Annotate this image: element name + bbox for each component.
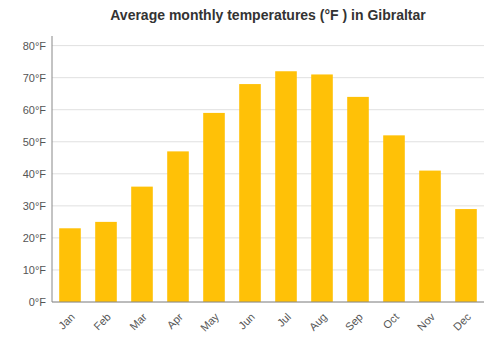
y-tick-label: 0°F	[29, 296, 47, 308]
y-axis-line	[52, 36, 53, 302]
chart-container: Average monthly temperatures (°F ) in Gi…	[0, 0, 500, 350]
grid-line	[52, 302, 484, 303]
bar	[59, 228, 81, 302]
x-tick-label: Oct	[380, 311, 401, 332]
x-tick-label: Dec	[451, 310, 474, 333]
bar	[383, 135, 405, 302]
x-tick-label: Jan	[56, 311, 77, 332]
bar	[275, 71, 297, 302]
bar	[419, 171, 441, 302]
y-tick-label: 30°F	[23, 200, 47, 212]
grid-line	[52, 141, 484, 142]
grid-line	[52, 45, 484, 46]
bar	[167, 151, 189, 302]
x-axis-line	[52, 302, 484, 303]
bar	[311, 74, 333, 302]
x-tick-label: Mar	[127, 310, 149, 332]
x-tick-label: Jun	[236, 311, 257, 332]
y-tick-label: 70°F	[23, 72, 47, 84]
y-tick-label: 10°F	[23, 264, 47, 276]
x-tick-label: Jul	[275, 311, 293, 329]
y-tick-label: 80°F	[23, 40, 47, 52]
bar	[131, 187, 153, 302]
grid-line	[52, 109, 484, 110]
bars	[59, 71, 477, 302]
y-tick-label: 20°F	[23, 232, 47, 244]
x-tick-label: Feb	[91, 311, 113, 333]
x-tick-label: May	[198, 310, 222, 334]
y-tick-label: 60°F	[23, 104, 47, 116]
y-tick-label: 50°F	[23, 136, 47, 148]
grid	[52, 46, 484, 302]
bar	[203, 113, 225, 302]
bar	[239, 84, 261, 302]
x-tick-label: Aug	[307, 311, 329, 333]
x-tick-label: Sep	[343, 311, 365, 333]
x-tick-label: Apr	[164, 310, 185, 331]
chart-svg: Average monthly temperatures (°F ) in Gi…	[0, 0, 500, 350]
x-tick-label: Nov	[415, 310, 438, 333]
bar	[455, 209, 477, 302]
bar	[95, 222, 117, 302]
title: Average monthly temperatures (°F ) in Gi…	[110, 7, 426, 23]
grid-line	[52, 77, 484, 78]
y-tick-label: 40°F	[23, 168, 47, 180]
bar	[347, 97, 369, 302]
